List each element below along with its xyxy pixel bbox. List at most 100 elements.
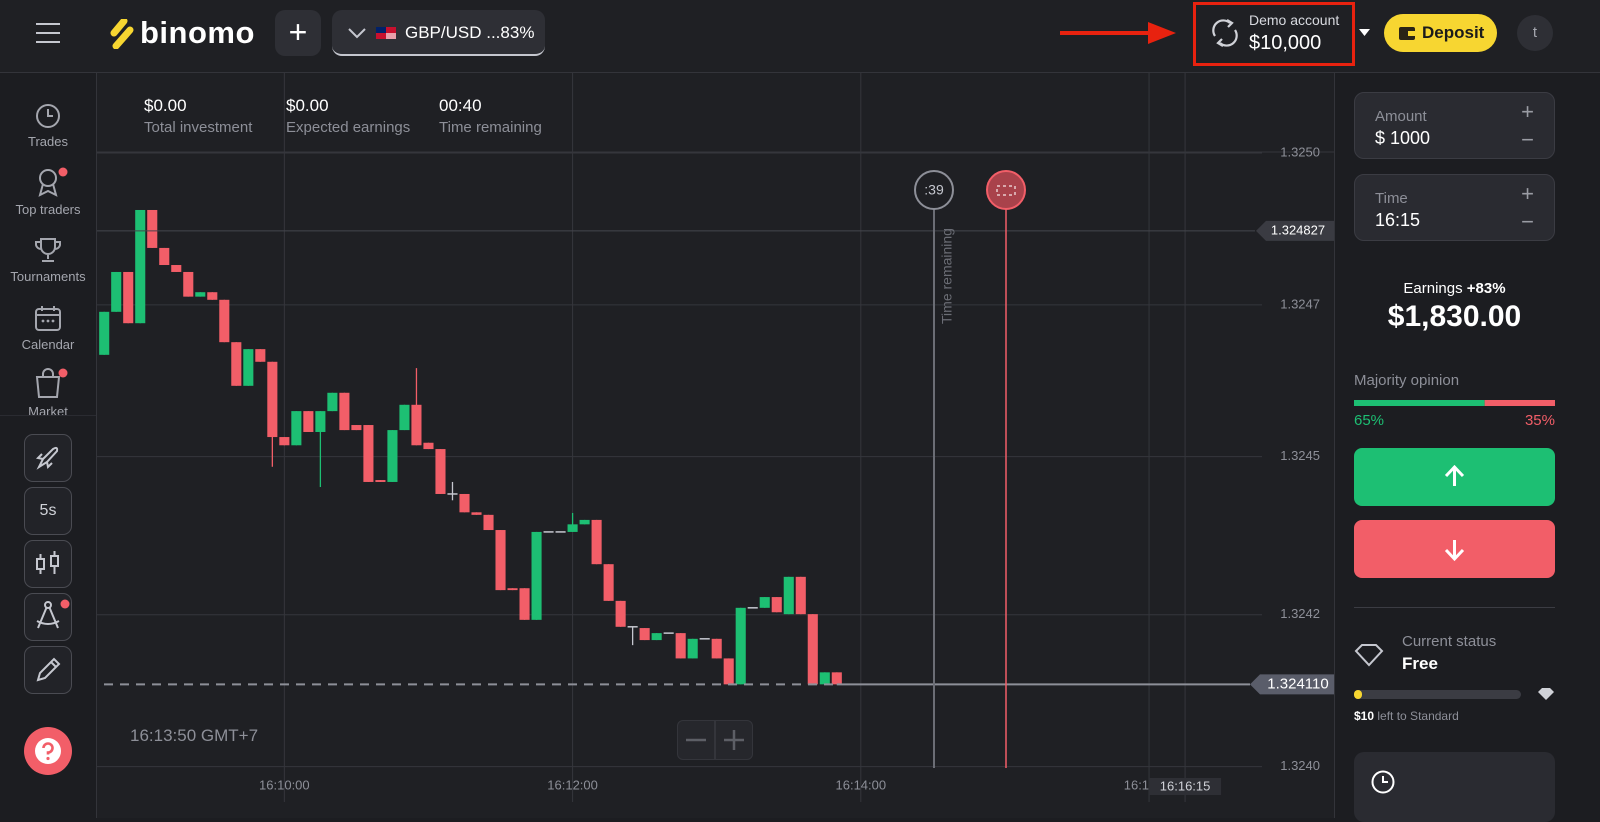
candle-body [147,209,158,248]
nav-item[interactable]: Tournaments [10,269,86,284]
price-tag-label: 1.324110 [1267,675,1328,692]
time-minus[interactable]: − [1521,209,1534,234]
majority-label: Majority opinion [1354,372,1460,389]
account-caret[interactable] [1359,29,1370,36]
candle-body [639,628,650,641]
stat-value: 00:40 [439,96,482,115]
chart-bg [97,73,1334,818]
candle-body [243,349,254,386]
add-asset-button[interactable]: + [275,10,321,56]
expiry-label-bg [1149,778,1222,795]
clock: 16:13:50 GMT+7 [130,726,259,745]
separator [1354,607,1555,608]
time-plus[interactable]: + [1521,181,1534,206]
candle-body [279,437,290,446]
candle-body [447,493,458,495]
earnings-label: Earnings [1403,280,1463,297]
candle-body [375,480,386,482]
nav-item[interactable]: Trades [28,134,68,149]
status-icon [1354,644,1384,667]
candle-body [423,442,434,450]
zoom-in[interactable] [715,720,753,760]
highlight-box [1193,2,1355,66]
stat-label: Time remaining [439,119,542,136]
candle-body [579,519,590,525]
candle-body [591,519,602,565]
candle-body [459,493,470,513]
candle-body [747,607,758,609]
candle-body [135,209,146,324]
tournaments-icon[interactable] [34,236,62,264]
time-value[interactable]: 16:15 [1375,210,1421,230]
chart-type-tool[interactable] [24,540,72,588]
candle-body [339,392,350,431]
majority-bar [1354,400,1555,406]
amount-value[interactable]: $ 1000 [1375,128,1431,148]
x-tick-label: 16:10:00 [259,777,310,792]
market-icon[interactable] [34,366,68,400]
finish-flag [996,185,1016,196]
candle-body [759,597,770,608]
y-tick-label: 1.3242 [1280,606,1320,621]
candle-body [315,411,326,432]
boost-tool[interactable] [24,434,72,482]
candle-body [387,430,398,482]
candle-body [231,342,242,386]
status-progress-fill [1354,690,1362,699]
down-button[interactable] [1354,520,1555,578]
account-label[interactable]: Demo account [1249,12,1340,28]
trades-icon[interactable] [34,102,62,130]
balance[interactable]: $10,000 [1249,32,1322,54]
candle-body [687,638,698,659]
price-tag [1250,674,1334,695]
y-tick-label: 1.3250 [1280,144,1320,159]
candle-body [159,247,170,266]
top-bar [0,0,1600,73]
switch-icon[interactable] [1210,18,1240,48]
drawing-tool[interactable] [24,593,72,641]
calendar-icon[interactable] [34,304,62,332]
majority-down [1484,400,1555,406]
time-label: Time [1375,190,1408,207]
avatar[interactable]: t [1517,15,1553,51]
x-tick-label: 16:12:00 [547,777,598,792]
candle-body [399,404,410,431]
pencil-tool[interactable] [24,646,72,694]
logo: binomo [140,15,255,50]
candle-body [675,633,686,659]
wallet-icon [1399,27,1415,40]
amount-minus[interactable]: − [1521,127,1534,152]
up-button[interactable] [1354,448,1555,506]
annotation-arrow [1060,22,1176,44]
price-tag-label: 1.324827 [1271,222,1325,237]
candle-body [327,392,338,412]
deposit-button[interactable]: Deposit [1384,14,1497,52]
zoom-out[interactable] [677,720,715,760]
nav-item[interactable]: Market [28,404,68,416]
nav-item[interactable]: Calendar [21,337,75,352]
candle-body [435,449,446,494]
candle-body [291,411,302,446]
stat-value: $0.00 [286,96,329,115]
candle-body [507,588,518,591]
candle-body [207,292,218,300]
amount-plus[interactable]: + [1521,99,1534,124]
candle-body [195,292,206,297]
candle-body [663,632,674,634]
time-input[interactable]: Time 16:15 + − [1354,174,1555,241]
candle-body [699,638,710,640]
trade-history[interactable] [1354,752,1555,822]
top-traders-icon[interactable] [34,166,68,198]
asset-selector[interactable]: GBP/USD ...83% [332,10,545,56]
amount-input[interactable]: Amount $ 1000 + − [1354,92,1555,159]
candle-body [735,607,746,685]
nav-item[interactable]: Top traders [15,202,81,217]
timeframe[interactable]: 5s [24,487,72,535]
help-button[interactable] [24,727,72,775]
candle-body [723,658,734,685]
expiry-label: 16:16:15 [1160,778,1211,793]
asset-name: GBP/USD ...83% [405,23,535,42]
menu-icon[interactable] [36,22,60,44]
up-percent: 65% [1354,412,1385,429]
